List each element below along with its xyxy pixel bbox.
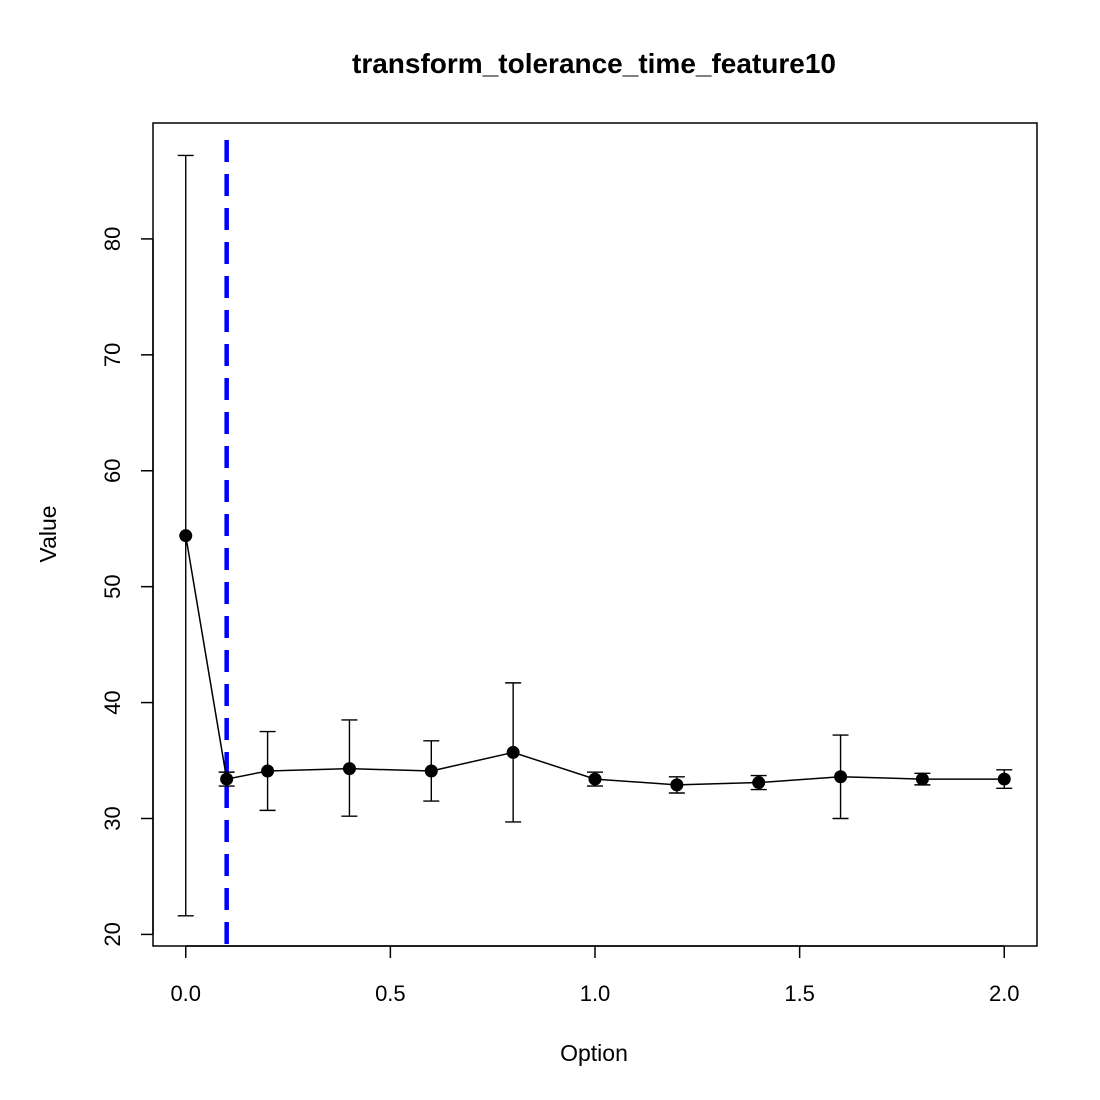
x-tick-label: 0.5	[375, 981, 406, 1006]
y-tick-label: 20	[100, 922, 125, 946]
data-point	[915, 772, 929, 786]
y-tick-label: 40	[100, 690, 125, 714]
series-line-layer	[185, 535, 1005, 786]
y-tick-label: 70	[100, 343, 125, 367]
x-axis: 0.0 0.5 1.0 1.5 2.0	[170, 945, 1020, 1006]
x-tick-label: 0.0	[170, 981, 201, 1006]
y-tick-label: 80	[100, 227, 125, 251]
data-point	[670, 778, 684, 792]
data-point	[588, 772, 602, 786]
data-point	[342, 762, 356, 776]
data-point	[261, 764, 275, 778]
plot-frame	[152, 122, 1038, 947]
y-tick-label: 50	[100, 574, 125, 598]
y-tick-label: 60	[100, 459, 125, 483]
data-point	[752, 776, 766, 790]
x-tick-label: 1.0	[580, 981, 611, 1006]
y-axis: 20 30 40 50 60 70 80	[100, 227, 154, 947]
data-point	[424, 764, 438, 778]
chart-title: transform_tolerance_time_feature10	[352, 48, 836, 79]
point-layer	[179, 529, 1011, 792]
y-tick-label: 30	[100, 806, 125, 830]
data-point	[220, 772, 234, 786]
data-point	[179, 529, 193, 543]
x-tick-label: 1.5	[784, 981, 815, 1006]
series-line	[185, 535, 1005, 786]
error-bar-layer	[177, 154, 1013, 917]
x-tick-label: 2.0	[989, 981, 1020, 1006]
y-axis-title: Value	[35, 505, 61, 562]
x-axis-title: Option	[560, 1040, 628, 1066]
data-point	[997, 772, 1011, 786]
data-point	[506, 745, 520, 759]
data-point	[834, 770, 848, 784]
